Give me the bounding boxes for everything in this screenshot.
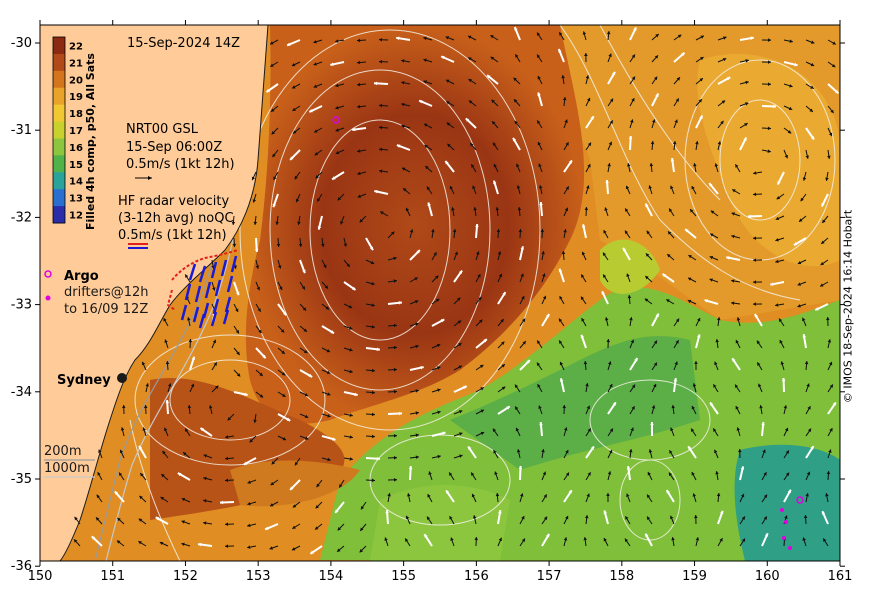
hf-legend-line1: HF radar velocity bbox=[118, 194, 230, 209]
colorbar-tick-label: 13 bbox=[69, 194, 83, 205]
sydney-marker bbox=[117, 373, 127, 383]
colorbar-tick-label: 12 bbox=[69, 211, 83, 222]
x-tick-label: 160 bbox=[755, 569, 780, 584]
nrt-legend-line3: 0.5m/s (1kt 12h) bbox=[126, 157, 235, 172]
x-tick-label: 157 bbox=[537, 569, 562, 584]
colorbar-segment bbox=[53, 206, 65, 223]
colorbar-tick-label: 16 bbox=[69, 143, 83, 154]
map-date-title: 15-Sep-2024 14Z bbox=[127, 36, 240, 51]
x-tick-label: 153 bbox=[246, 569, 271, 584]
colorbar-segment bbox=[53, 122, 65, 139]
drifter-legend-line2: to 16/09 12Z bbox=[64, 302, 148, 317]
colorbar-segment bbox=[53, 54, 65, 71]
x-tick-label: 158 bbox=[609, 569, 634, 584]
drifter-legend-line1: drifters@12h bbox=[64, 285, 149, 300]
colorbar-segment bbox=[53, 37, 65, 54]
y-tick-label: -34 bbox=[11, 385, 32, 400]
hf-legend-line2: (3-12h avg) noQC bbox=[118, 211, 234, 226]
colorbar-tick-label: 19 bbox=[69, 92, 83, 103]
colorbar-tick-label: 20 bbox=[69, 75, 83, 86]
cold-water-patch bbox=[735, 445, 840, 561]
nrt-legend-line2: 15-Sep 06:00Z bbox=[126, 140, 222, 155]
colorbar-segment bbox=[53, 71, 65, 88]
y-tick-label: -32 bbox=[11, 210, 32, 225]
colorbar-segment bbox=[53, 88, 65, 105]
hf-legend-line3: 0.5m/s (1kt 12h) bbox=[118, 228, 227, 243]
y-tick-label: -35 bbox=[11, 472, 32, 487]
depth-legend-1000: 1000m bbox=[44, 461, 90, 476]
colorbar-segment bbox=[53, 155, 65, 172]
colorbar-tick-label: 21 bbox=[69, 58, 83, 69]
y-tick-label: -33 bbox=[11, 298, 32, 313]
colorbar-label: Filled 4h comp, p50, All Sats bbox=[84, 53, 97, 230]
nrt-legend-line1: NRT00 GSL bbox=[126, 122, 199, 137]
x-tick-label: 155 bbox=[391, 569, 416, 584]
colorbar-segment bbox=[53, 189, 65, 206]
colorbar-segment bbox=[53, 172, 65, 189]
x-tick-label: 152 bbox=[173, 569, 198, 584]
colorbar-tick-label: 22 bbox=[69, 41, 83, 52]
colorbar-segment bbox=[53, 105, 65, 122]
colorbar-segment bbox=[53, 138, 65, 155]
depth-legend-200: 200m bbox=[44, 444, 81, 459]
x-tick-label: 151 bbox=[100, 569, 125, 584]
argo-legend-label: Argo bbox=[64, 269, 99, 284]
colorbar-tick-label: 14 bbox=[69, 177, 83, 188]
x-tick-label: 156 bbox=[464, 569, 489, 584]
cool-water-south bbox=[370, 485, 510, 561]
copyright-credit: © IMOS 18-Sep-2024 16:14 Hobart bbox=[842, 157, 855, 457]
colorbar-tick-label: 17 bbox=[69, 126, 83, 137]
y-tick-label: -36 bbox=[11, 559, 32, 574]
y-tick-label: -31 bbox=[11, 123, 32, 138]
x-tick-label: 161 bbox=[828, 569, 853, 584]
colorbar-tick-label: 15 bbox=[69, 160, 83, 171]
x-tick-label: 154 bbox=[318, 569, 343, 584]
drifter-legend-symbol bbox=[46, 296, 51, 301]
colorbar-tick-label: 18 bbox=[69, 109, 83, 120]
y-tick-label: -30 bbox=[11, 36, 32, 51]
sydney-label: Sydney bbox=[57, 373, 111, 388]
x-tick-label: 159 bbox=[682, 569, 707, 584]
